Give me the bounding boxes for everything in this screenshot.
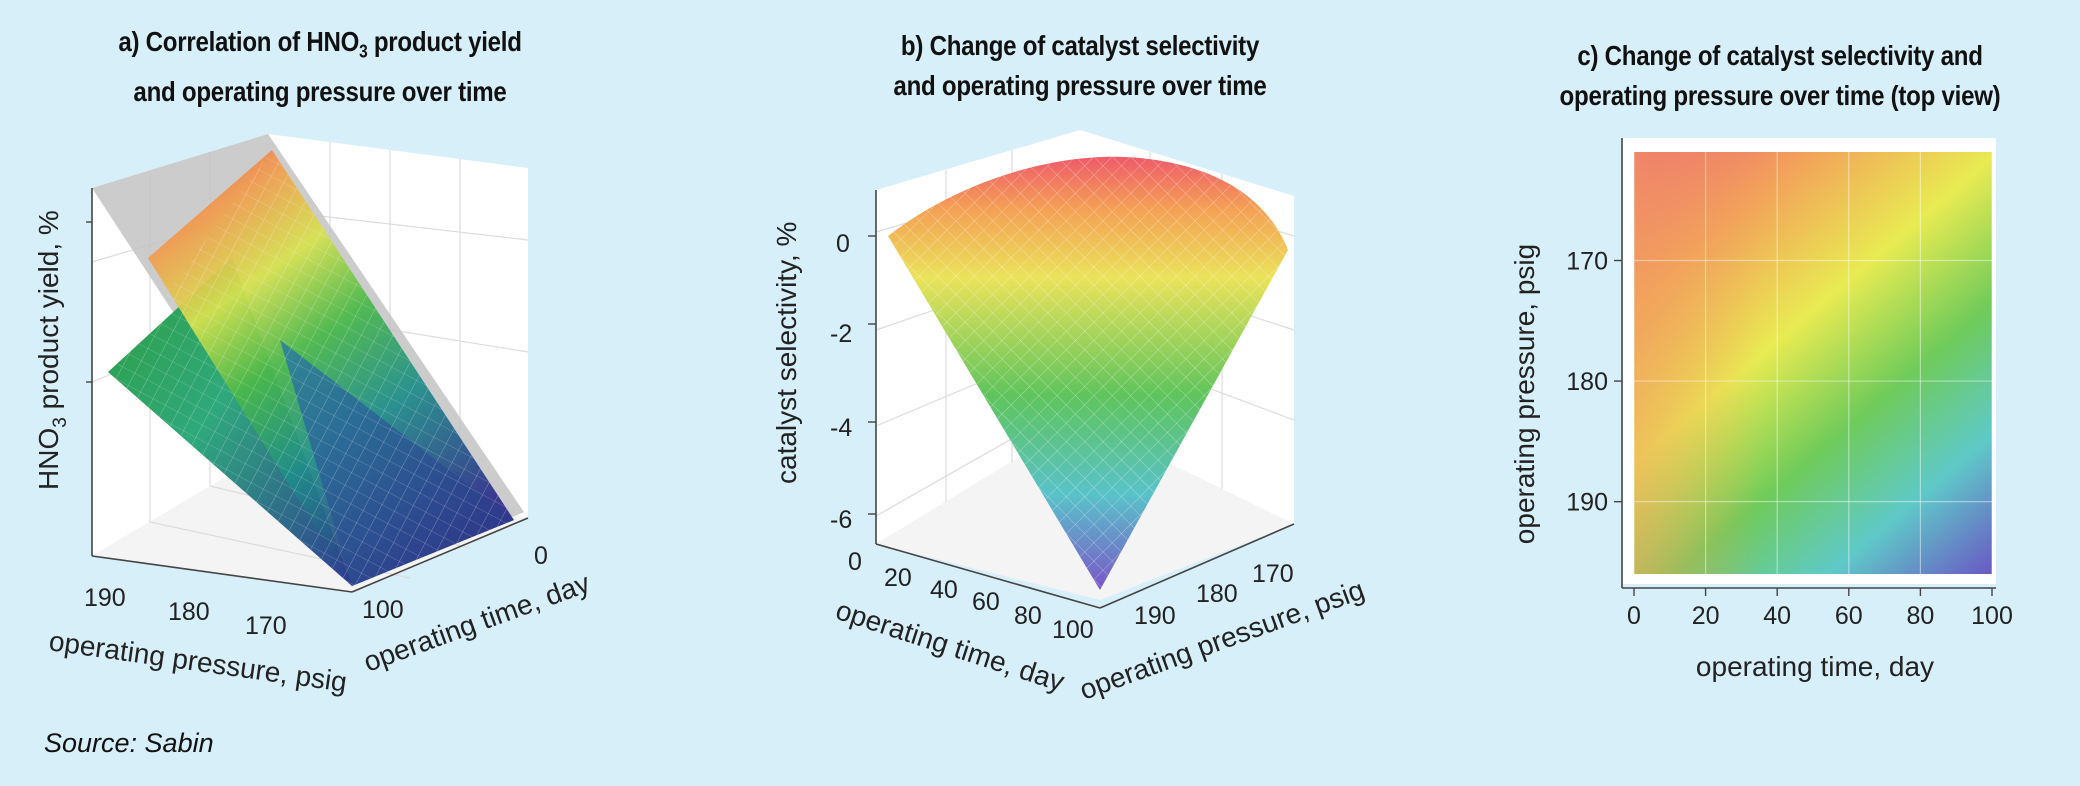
panel-c-x-tick-label: 20 [1692,602,1720,630]
panel-b-title: b) Change of catalyst selectivity and op… [893,30,1267,101]
panel-c-x-tick-label: 100 [1971,602,2013,630]
panel-c-x-tick-label: 60 [1835,602,1863,630]
panel-b-y-tick-label: 170 [1252,560,1294,588]
panel-b-axes [875,190,1295,609]
panel-a-x-axis-label: operating pressure, psig [47,625,349,698]
panel-b-x-tick-label: 100 [1052,616,1094,644]
panel-a-y-tick-label: 0 [534,542,548,570]
panel-b-z-tick-label: -4 [830,414,852,442]
panel-c-y-axis-label: operating pressure, psig [1509,244,1540,544]
panel-c-y-tick-label: 170 [1566,248,1608,276]
panel-c-y-tick-label: 180 [1566,368,1608,396]
panel-c-y-tick-label: 190 [1566,489,1608,517]
panel-b-z-tick-label: 0 [836,230,850,258]
panel-c-heatmap-shade [1634,152,1992,574]
panel-a-x-tick-label: 190 [84,584,126,612]
source-note: Source: Sabin [44,728,214,758]
panel-b-x-tick-label: 20 [884,564,912,592]
panel-b-surface-mesh [888,156,1288,591]
panel-a-x-tick-label: 180 [168,598,210,626]
panel-a-chart: 190 180 170 100 0 operating pressure, ps… [33,134,594,698]
panel-b-z-tick-label: -2 [830,320,852,348]
panel-c-x-tick-label: 80 [1906,602,1934,630]
panel-c-x-tick-label: 0 [1627,602,1641,630]
panel-b-x-tick-label: 0 [848,548,862,576]
panel-b-x-tick-label: 60 [972,588,1000,616]
panel-b-y-tick-label: 180 [1196,580,1238,608]
panel-b-x-tick-label: 80 [1014,602,1042,630]
panel-c-axes [1621,138,1996,589]
panel-a-title: a) Correlation of HNO3 product yield and… [118,26,522,107]
panel-c-gridlines [1633,152,1993,574]
panel-c-ticks: 0 20 40 60 80 100 170 180 190 [1566,248,2013,630]
panel-a-surface-mesh [108,150,514,586]
panel-b-z-tick-label: -6 [830,506,852,534]
panel-a-z-ticks [86,221,92,383]
panel-a-z-axis-label: HNO3 product yield, % [33,210,71,490]
panel-b-x-tick-label: 40 [930,576,958,604]
panel-a-axes [91,188,529,593]
panel-b-chart: 0 -2 -4 -6 0 20 40 60 80 100 190 180 170… [771,130,1368,706]
panel-a-y-tick-label: 100 [362,596,404,624]
panel-c-chart: 0 20 40 60 80 100 170 180 190 operating time, da… [1509,138,2013,682]
panel-b-z-axis-label: catalyst selectivity, % [771,222,802,484]
panel-c-x-axis-label: operating time, day [1696,651,1934,682]
panel-c-x-tick-label: 40 [1763,602,1791,630]
panel-b-z-ticks [868,235,876,515]
panel-b-y-tick-label: 190 [1134,602,1176,630]
panel-a-x-tick-label: 170 [245,612,287,640]
panel-c-title: c) Change of catalyst selectivity and op… [1559,40,2001,111]
